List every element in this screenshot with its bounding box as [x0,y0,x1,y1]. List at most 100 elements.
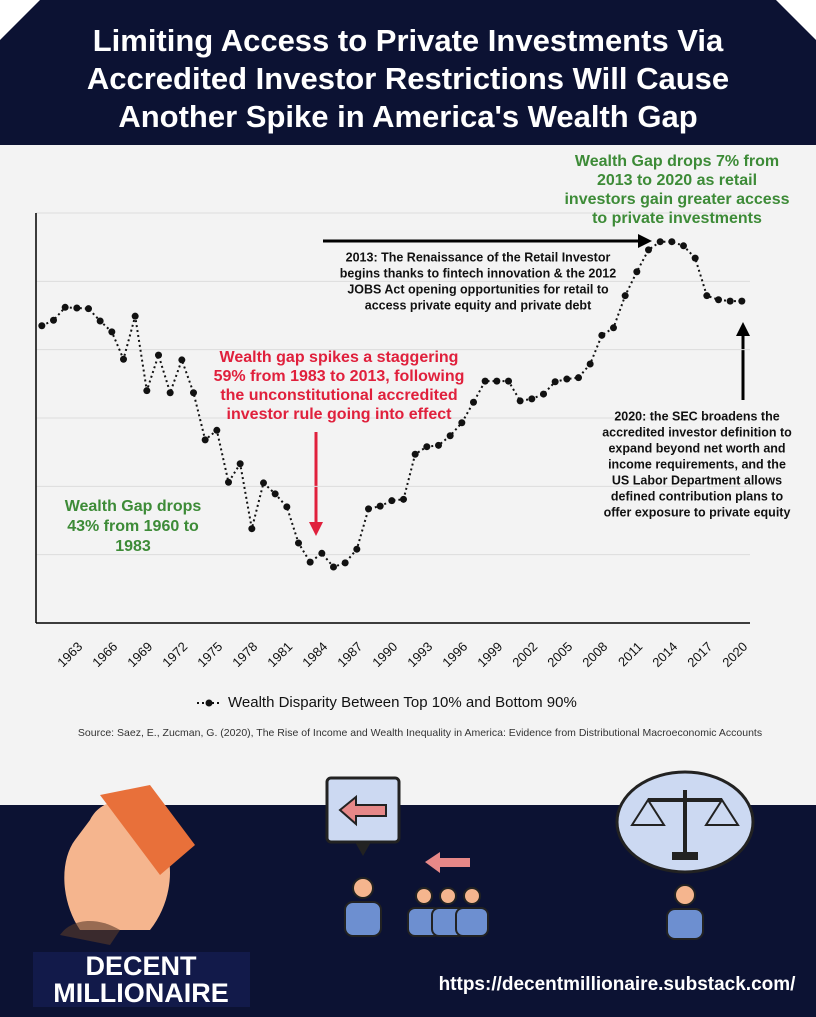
data-point [50,316,57,324]
arrow-icon [338,794,387,827]
annotation: 1983 [115,538,151,555]
splash [60,920,120,945]
data-point [260,479,267,487]
annotation: begins thanks to fintech innovation & th… [340,266,616,280]
data-point [318,549,326,557]
data-point [120,355,127,363]
title: Accredited Investor Restrictions Will Ca… [87,61,729,96]
annotation: Wealth Gap drops 7% from [575,153,779,170]
data-point [656,238,664,246]
data-point [528,395,536,403]
person-head [352,877,374,899]
data-point [61,303,69,311]
data-point [621,292,629,300]
annotation: accredited investor definition to [602,425,792,439]
annotation: income requirements, and the [608,457,786,471]
arrow-icon [425,852,470,873]
data-point [365,505,372,513]
annotation: 2013: The Renaissance of the Retail Inve… [346,250,611,264]
arrow-head [309,522,323,536]
person-head [674,884,696,906]
data-point [680,242,687,250]
data-point [388,497,396,505]
data-point [295,539,302,547]
arrow-head [736,322,750,336]
data-point [376,502,384,510]
annotation: US Labor Department allows [612,473,782,487]
data-point [598,331,606,339]
annotation: defined contribution plans to [611,489,784,503]
data-point [353,545,361,553]
brand: DECENT [85,951,197,981]
annotation: expand beyond net worth and [608,441,785,455]
logo-box [33,952,250,1007]
data-point [435,441,442,449]
annotation: Wealth Gap drops [65,498,202,515]
data-point [551,378,559,386]
data-point [586,360,594,368]
scale-base [672,852,698,860]
data-point [85,305,92,313]
scale-icon [615,770,755,940]
data-point [505,377,512,385]
annotation: offer exposure to private equity [604,505,791,519]
annotation: 2020: the SEC broadens the [614,409,779,423]
data-point [691,254,699,262]
data-point [155,351,162,359]
data-point [668,238,676,246]
legend-marker [205,699,213,707]
data-point [330,563,337,571]
data-point [481,377,489,385]
data-point [645,246,652,254]
data-point [411,450,419,458]
data-point [470,398,477,406]
bubble-tail [355,842,371,856]
data-point [726,297,734,305]
legend-label: Wealth Disparity Between Top 10% and Bot… [228,694,577,711]
data-point [178,356,186,364]
data-point [738,297,746,305]
annotation: JOBS Act opening opportunities for retai… [347,282,609,296]
bills [100,785,195,875]
data-point [540,390,547,398]
data-point [423,443,431,451]
data-point [143,387,151,395]
brand: MILLIONAIRE [53,978,229,1008]
annotation: the unconstitutional accredited [220,387,457,404]
data-point [703,292,711,300]
data-point [225,478,232,486]
data-point [563,375,571,383]
data-point [73,304,81,312]
data-point [341,559,349,567]
annotation: to private investments [592,210,762,227]
data-point [633,268,641,276]
data-point [108,328,116,336]
annotation: investors gain greater access [564,191,789,208]
data-point [213,426,221,434]
annotation: investor rule going into effect [227,406,453,423]
annotation: 59% from 1983 to 2013, following [214,368,465,385]
group-people [407,887,489,937]
header-band [0,0,816,145]
annotation: 2013 to 2020 as retail [597,172,757,189]
data-point [516,397,524,405]
data-point [446,432,454,440]
annotation: 43% from 1960 to [67,518,199,535]
data-point [131,312,139,320]
data-point [283,503,291,511]
data-point [248,525,256,533]
title: Limiting Access to Private Investments V… [93,23,724,58]
annotation: Wealth gap spikes a staggering [220,349,459,366]
data-point [201,436,209,444]
hand-icon [60,785,195,945]
data-point [190,389,197,397]
data-point [96,317,104,325]
data-point [38,322,46,330]
person-body [666,908,704,940]
message-icon [325,776,489,937]
data-point [166,389,174,397]
data-point [306,558,314,566]
data-point [575,374,582,382]
